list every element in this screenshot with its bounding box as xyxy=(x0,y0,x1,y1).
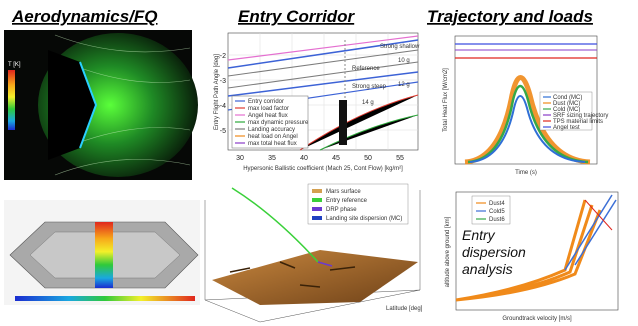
terrain-plot-part xyxy=(317,261,333,267)
terrain-plot-part xyxy=(212,250,418,305)
y-axis-label: Total Heat Flux [W/cm2] xyxy=(443,68,449,132)
x-tick-label: 50 xyxy=(364,155,372,162)
heading: Aerodynamics/FQ xyxy=(11,7,158,26)
corridor-plot-part xyxy=(227,49,419,77)
cfd-image-part xyxy=(54,34,191,176)
corridor-plot xyxy=(227,32,419,151)
corridor-plot-part xyxy=(299,94,419,151)
legend-label: Cold5 xyxy=(489,209,505,215)
y-tick-label: -3 xyxy=(220,78,226,85)
y-tick-label: -2 xyxy=(220,53,226,60)
panel-label: Entry xyxy=(462,227,496,243)
corridor-plot-part xyxy=(227,61,419,89)
vehicle-image xyxy=(4,200,200,305)
trajectory-plot xyxy=(454,35,598,165)
legend-label: Landing site dispersion (MC) xyxy=(326,216,402,222)
terrain-plot-part xyxy=(231,187,319,263)
legend-swatch xyxy=(312,198,322,202)
collage-part: 30 35 40 45 50 55 xyxy=(236,155,404,162)
trajectory-plot-part xyxy=(469,95,586,163)
cfd-image-part xyxy=(48,50,96,160)
y-tick-label: -4 xyxy=(220,103,226,110)
y-axis-label: Entry Flight Path Angle [deg] xyxy=(214,54,220,130)
y-axis-label: altitude above ground [km] xyxy=(445,216,451,287)
legend-label: Dust4 xyxy=(489,201,505,207)
colorbar-title: T [K] xyxy=(8,62,21,68)
y-tick-label: -5 xyxy=(220,128,226,135)
legend-label: Entry corridor xyxy=(248,99,284,105)
panel-label: analysis xyxy=(462,261,513,277)
dispersion-plot xyxy=(455,191,619,311)
annotation: Strong shallow xyxy=(380,44,420,50)
legend-label: Cond (MC) xyxy=(553,95,582,101)
dispersion-plot-part xyxy=(584,199,613,231)
trajectory-plot-part xyxy=(467,84,589,164)
legend-label: Dust (MC) xyxy=(553,101,580,107)
legend-label: heat load on Angel xyxy=(248,134,298,140)
dispersion-plot-part xyxy=(564,194,617,271)
annotation: 10 g xyxy=(398,58,410,64)
legend-label: Landing accuracy xyxy=(248,127,295,133)
terrain-plot-part xyxy=(229,261,356,288)
collage-part: Mars surface Entry reference DRP phase Land… xyxy=(312,189,402,222)
legend-label: Dust6 xyxy=(489,217,505,223)
cfd-image-part xyxy=(8,70,15,130)
annotation: Reference xyxy=(352,66,380,72)
legend-label: Angel heat flux xyxy=(248,113,288,119)
legend-label: max load factor xyxy=(248,106,289,112)
corridor-plot-part xyxy=(227,35,419,61)
heading: Trajectory and loads xyxy=(427,7,593,26)
x-axis-label: Groundtrack velocity [m/s] xyxy=(502,316,572,322)
annotation: 12 g xyxy=(398,82,410,88)
vehicle-image-part xyxy=(95,222,113,288)
cfd-image xyxy=(4,30,198,180)
terrain-plot xyxy=(204,183,421,323)
corridor-plot-part xyxy=(227,39,419,69)
legend-label: Mars surface xyxy=(326,189,361,195)
collage-part: Cond (MC)Dust (MC)Cold (MC)SRF sizing tr… xyxy=(543,95,608,131)
cfd-image-part xyxy=(79,61,98,149)
x-tick-label: 45 xyxy=(332,155,340,162)
legend-label: SRF sizing trajectory xyxy=(553,113,608,119)
heading: Entry Corridor xyxy=(238,7,356,26)
legend-label: max dynamic pressure xyxy=(248,120,309,126)
legend-label: Cold (MC) xyxy=(553,107,580,113)
x-tick-label: 40 xyxy=(300,155,308,162)
legend-label: Entry reference xyxy=(326,198,368,204)
legend-swatch xyxy=(312,216,322,220)
terrain-plot-part xyxy=(307,183,409,225)
legend-label: DRP phase xyxy=(326,207,357,213)
corridor-plot-part xyxy=(231,95,309,149)
trajectory-plot-part xyxy=(464,75,591,165)
x-tick-label: 30 xyxy=(236,155,244,162)
x-tick-label: 55 xyxy=(396,155,404,162)
x-axis-label: Time (s) xyxy=(515,170,537,176)
legend-swatch xyxy=(312,189,322,193)
x-tick-label: 35 xyxy=(268,155,276,162)
y-axis-label: Latitude [deg] xyxy=(386,306,423,312)
corridor-plot-part xyxy=(339,100,347,145)
panel-label: dispersion xyxy=(462,244,526,260)
collage-part: Dust4 Cold5 Dust6 xyxy=(476,201,505,223)
vehicle-image-part xyxy=(15,296,195,301)
legend-label: Angel test xyxy=(553,125,580,131)
legend-label: TPS material limits xyxy=(553,119,603,125)
legend-label: max total heat flux xyxy=(248,141,297,147)
corridor-plot-part xyxy=(227,71,419,97)
legend-swatch xyxy=(312,207,322,211)
collage-part: -2 -3 -4 -5 xyxy=(220,53,226,135)
annotation: 14 g xyxy=(362,100,374,106)
x-axis-label: Hypersonic Ballistic coefficient (Mach 2… xyxy=(243,166,403,172)
dispersion-plot-part xyxy=(455,199,602,302)
trajectory-plot-part xyxy=(539,91,593,131)
annotation: Strong steep xyxy=(352,84,387,90)
